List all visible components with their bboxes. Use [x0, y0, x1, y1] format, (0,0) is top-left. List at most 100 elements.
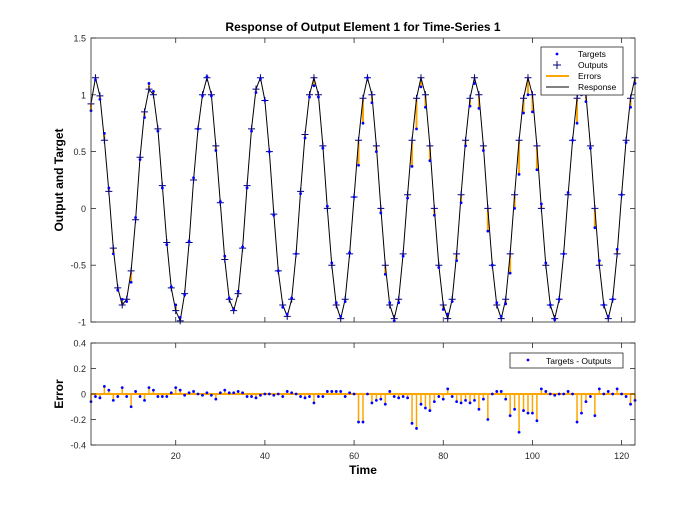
output-marker [439, 301, 447, 309]
target-point [383, 272, 387, 276]
target-point [606, 314, 610, 318]
target-point [575, 121, 579, 125]
y-tick-label: -0.4 [70, 441, 86, 451]
target-point [143, 116, 146, 119]
target-point [441, 308, 445, 311]
error-point [250, 395, 253, 398]
output-marker [502, 295, 510, 303]
error-point [290, 391, 294, 395]
target-point [209, 94, 213, 98]
legend-error: Targets - Outputs [509, 352, 624, 369]
target-point [548, 303, 552, 307]
target-point [259, 77, 262, 81]
target-point [102, 132, 106, 135]
error-point [406, 396, 409, 400]
target-point [308, 95, 311, 99]
target-point [629, 105, 632, 109]
output-marker [100, 136, 108, 144]
target-point [593, 226, 597, 230]
error-point [606, 390, 610, 393]
error-point [401, 395, 405, 398]
target-point [223, 254, 227, 258]
target-point [325, 204, 329, 208]
output-marker [537, 204, 545, 212]
error-point [98, 396, 102, 400]
output-marker [515, 136, 523, 144]
error-point [299, 395, 302, 398]
output-marker [444, 315, 452, 323]
y-tick-label: 0 [81, 204, 86, 214]
target-point [192, 176, 195, 180]
target-point [281, 305, 285, 309]
error-point [156, 395, 160, 398]
error-point [379, 397, 383, 401]
error-point [308, 395, 311, 398]
target-point [120, 297, 124, 301]
target-point [410, 164, 414, 168]
y-axis-label-output: Output and Target [52, 128, 66, 231]
target-point [160, 186, 164, 190]
target-point [397, 301, 401, 305]
target-point [557, 297, 561, 301]
output-marker [573, 94, 581, 102]
error-point [629, 402, 632, 406]
target-point [348, 251, 352, 255]
output-marker [212, 142, 220, 150]
error-point [392, 395, 396, 398]
error-point [473, 398, 476, 402]
error-point [267, 392, 271, 396]
target-point [415, 127, 418, 131]
target-point [513, 207, 517, 210]
target-point [539, 202, 543, 206]
error-point [455, 400, 459, 404]
error-point [593, 414, 597, 418]
target-point [303, 136, 307, 140]
output-marker [475, 91, 483, 99]
target-point [290, 296, 294, 300]
target-point [437, 266, 441, 269]
target-point [334, 301, 338, 305]
error-point [205, 391, 209, 395]
output-marker [127, 267, 135, 275]
error-point [370, 401, 374, 405]
error-point [490, 392, 494, 396]
error-point [223, 388, 227, 392]
error-point [102, 384, 106, 388]
y-tick-label: -1 [78, 318, 86, 328]
error-point [94, 395, 97, 398]
error-point [539, 387, 543, 391]
error-point [147, 386, 151, 390]
error-point [129, 405, 133, 409]
target-point [406, 196, 409, 200]
output-marker [426, 142, 434, 150]
legend-response: Targets Outputs Errors Response [540, 46, 624, 96]
x-tick-label: 40 [260, 451, 270, 461]
error-point [481, 397, 485, 401]
x-axis-label-time: Time [349, 463, 377, 477]
error-point [486, 418, 490, 421]
error-point [169, 391, 173, 395]
error-point [276, 392, 280, 396]
legend-marker-targets-outputs [526, 358, 530, 362]
output-marker [506, 250, 514, 258]
error-point [419, 402, 423, 406]
error-point [330, 390, 334, 393]
target-point [205, 75, 209, 79]
target-point [615, 247, 619, 251]
ticks-response: -1 -0.5 0 0.5 1 1.5 [70, 34, 635, 328]
target-point [156, 129, 160, 133]
error-point [459, 401, 463, 405]
target-point [602, 303, 606, 307]
target-point [531, 110, 534, 114]
error-point [263, 392, 267, 396]
target-point [267, 150, 271, 154]
output-marker [462, 136, 470, 144]
error-point [602, 392, 606, 396]
target-point [481, 149, 485, 152]
error-point [209, 393, 213, 397]
target-point [428, 159, 432, 163]
axes-box-response [90, 37, 636, 323]
error-point [415, 427, 418, 430]
y-axis-label-error: Error [52, 379, 66, 409]
